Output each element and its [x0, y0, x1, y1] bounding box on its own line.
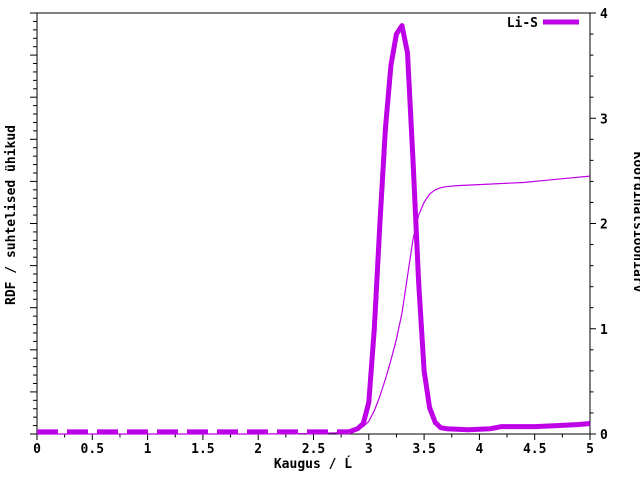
x-tick-label: 4 — [475, 442, 483, 457]
x-tick-label: 1 — [144, 442, 152, 457]
y-right-tick-label: 0 — [600, 428, 608, 443]
y-right-tick-label: 3 — [600, 112, 608, 127]
series-Li-S-line — [348, 23, 591, 435]
y-axis-right-label: Koordinatsiooniarv — [630, 152, 640, 293]
axis-ticks — [30, 12, 596, 440]
x-tick-label: 4.5 — [523, 442, 546, 457]
x-tick-label: 2 — [254, 442, 262, 457]
x-tick-label: 3.5 — [412, 442, 435, 457]
x-tick-label: 1.5 — [191, 442, 214, 457]
legend-label-li-s: Li-S — [507, 16, 538, 31]
y-right-tick-label: 4 — [600, 7, 608, 22]
x-tick-label: 0.5 — [81, 442, 104, 457]
y-right-tick-label: 1 — [600, 323, 608, 338]
x-tick-label: 0 — [33, 442, 41, 457]
x-tick-label: 5 — [586, 442, 594, 457]
series-lines — [37, 23, 591, 435]
y-axis-left-label: RDF / suhtelised ühikud — [4, 125, 19, 305]
series-Koordinatsiooniarv-line — [37, 175, 591, 435]
x-axis-label: Kaugus / Ĺ — [274, 456, 352, 472]
y-right-tick-label: 2 — [600, 218, 608, 233]
x-tick-label: 2.5 — [302, 442, 325, 457]
plot-border — [36, 12, 591, 435]
legend: Li-S — [507, 16, 579, 31]
x-tick-label: 3 — [365, 442, 373, 457]
